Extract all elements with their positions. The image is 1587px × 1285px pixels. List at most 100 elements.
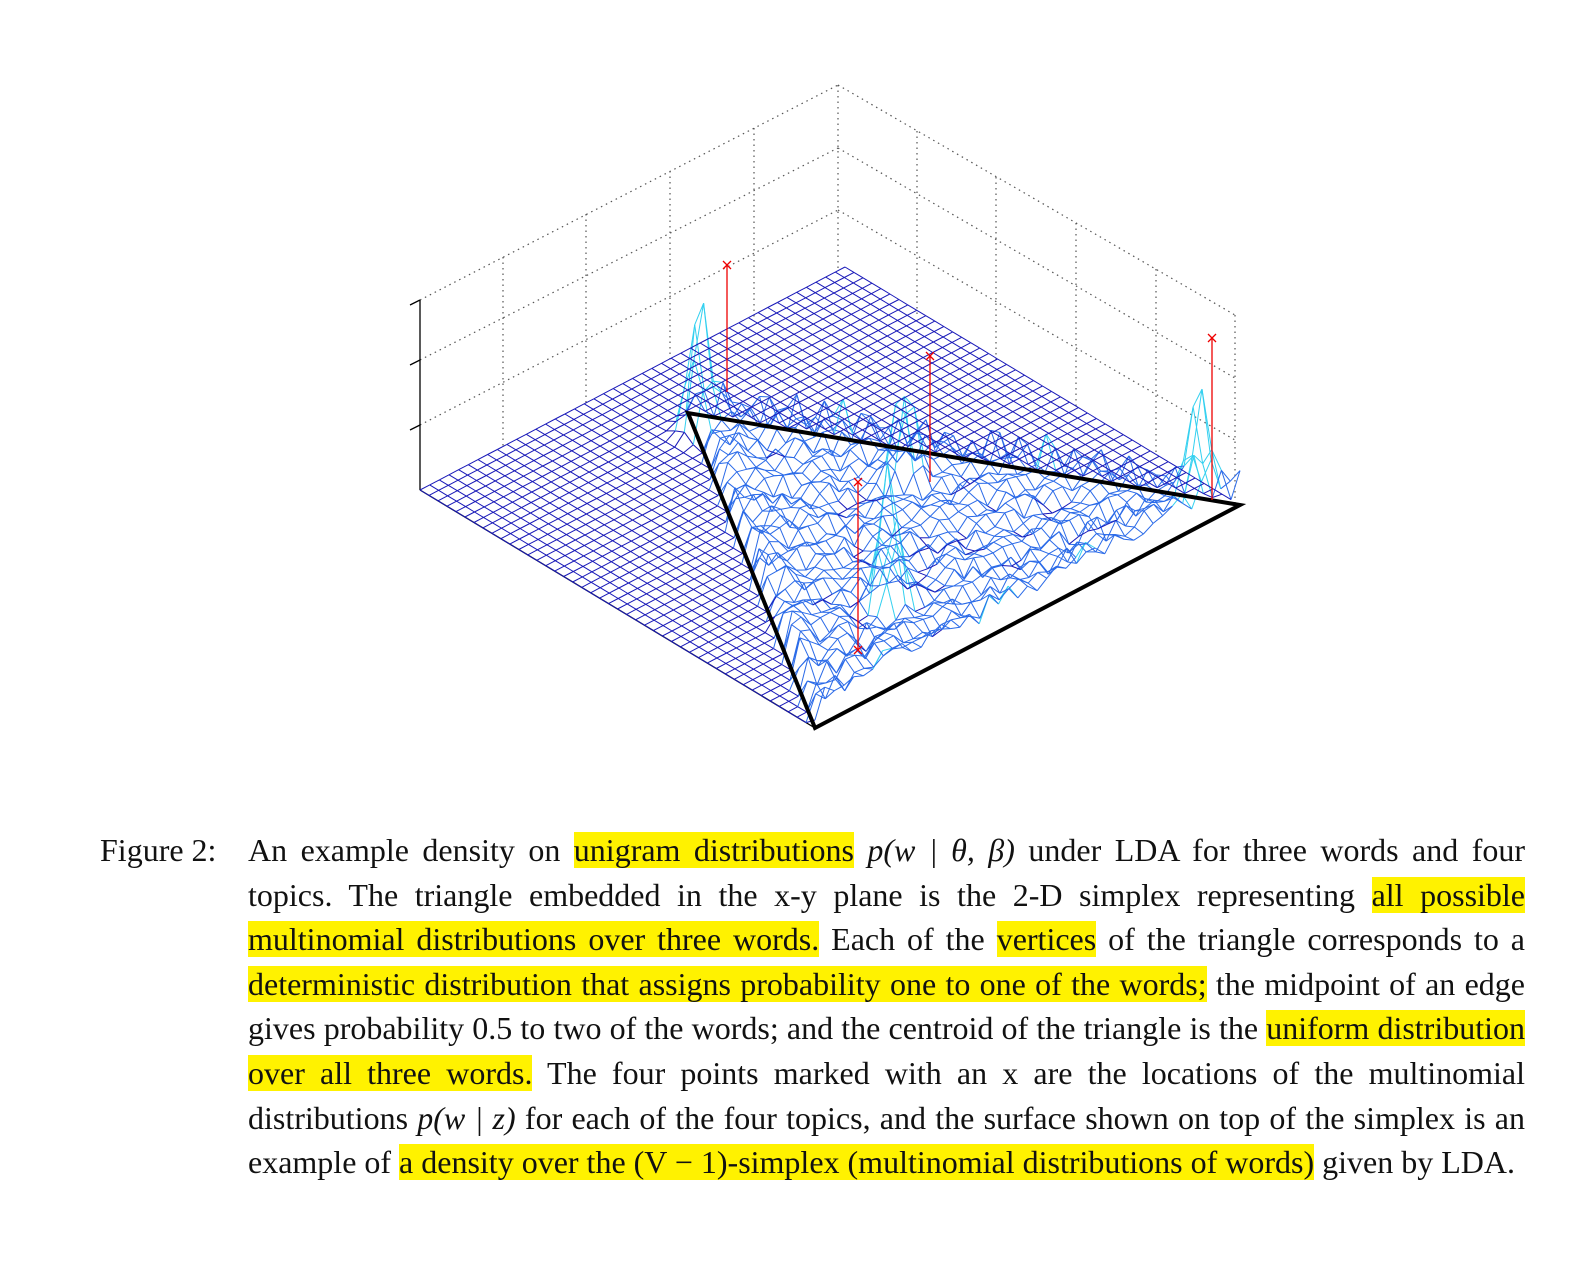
mesh-line xyxy=(612,388,623,395)
mesh-line xyxy=(856,366,867,373)
mesh-line xyxy=(662,620,673,627)
mesh-line xyxy=(601,561,612,568)
mesh-line xyxy=(888,419,899,447)
mesh-line xyxy=(634,488,644,495)
mesh-line xyxy=(789,526,800,529)
mesh-line xyxy=(756,626,766,634)
mesh-line xyxy=(942,606,952,612)
mesh-line xyxy=(637,572,649,579)
mesh-line xyxy=(994,529,1005,537)
mesh-line xyxy=(743,494,754,512)
mesh-line xyxy=(1068,407,1079,414)
mesh-line xyxy=(760,690,772,696)
mesh-line xyxy=(668,541,678,548)
mesh-line xyxy=(770,525,780,529)
mesh-line xyxy=(810,624,821,643)
mesh-line xyxy=(592,419,602,426)
mesh-line xyxy=(1158,461,1169,468)
mesh-line xyxy=(698,652,709,659)
mesh-line xyxy=(671,625,682,632)
mesh-line xyxy=(810,482,821,495)
mesh-line xyxy=(874,515,884,520)
mesh-line xyxy=(729,605,740,612)
mesh-line xyxy=(762,493,773,512)
mesh-line xyxy=(941,476,952,496)
mesh-line xyxy=(776,565,787,572)
mesh-line xyxy=(911,388,922,395)
mesh-line xyxy=(744,647,756,654)
mesh-line xyxy=(940,378,950,385)
mesh-line xyxy=(929,404,939,411)
mesh-line xyxy=(868,449,879,468)
mesh-line xyxy=(834,546,845,555)
mesh-line xyxy=(1107,497,1118,521)
mesh-line xyxy=(622,519,633,526)
caption-span: The four points marked with an x are the… xyxy=(248,1054,1526,1136)
mesh-line xyxy=(1083,459,1094,466)
mesh-line xyxy=(764,616,776,633)
mesh-line xyxy=(739,589,750,596)
mesh-line xyxy=(651,509,662,516)
mesh-line xyxy=(699,347,710,354)
mesh-line xyxy=(854,654,865,669)
mesh-line xyxy=(788,695,799,702)
mesh-line xyxy=(990,577,1001,581)
mesh-line xyxy=(883,635,894,642)
mesh-line xyxy=(1194,487,1204,495)
mesh-line xyxy=(802,339,813,346)
mesh-line xyxy=(1061,508,1071,514)
mesh-line xyxy=(589,461,600,468)
mesh-line xyxy=(1002,416,1013,423)
mesh-line xyxy=(745,359,755,366)
mesh-line xyxy=(846,387,856,394)
mesh-line xyxy=(503,496,513,503)
mesh-line xyxy=(861,293,872,300)
mesh-line xyxy=(945,553,956,559)
mesh-line xyxy=(667,405,678,412)
mesh-line xyxy=(692,452,703,459)
mesh-line xyxy=(762,663,773,670)
mesh-line xyxy=(727,636,738,643)
mesh-line xyxy=(1029,432,1040,439)
mesh-line xyxy=(871,419,882,426)
mesh-line xyxy=(1153,503,1164,517)
mesh-line xyxy=(741,403,752,418)
mesh-line xyxy=(820,608,831,613)
mesh-line xyxy=(808,513,819,519)
mesh-line xyxy=(735,483,747,490)
mesh-line xyxy=(735,369,746,376)
mesh-line xyxy=(824,297,834,304)
mesh-line xyxy=(986,509,997,512)
mesh-line xyxy=(671,641,681,648)
mesh-line xyxy=(550,476,562,483)
mesh-line xyxy=(818,503,829,508)
mesh-line xyxy=(952,585,964,605)
mesh-line xyxy=(1092,465,1103,472)
mesh-line xyxy=(958,504,969,513)
mesh-line xyxy=(680,352,691,360)
mesh-line xyxy=(964,431,975,438)
mesh-line xyxy=(738,600,749,607)
mesh-line xyxy=(757,312,768,319)
mesh-line xyxy=(905,335,916,343)
mesh-line xyxy=(747,327,757,335)
mesh-line xyxy=(798,525,809,529)
mesh-line xyxy=(644,467,655,474)
mesh-line xyxy=(980,594,990,601)
mesh-line xyxy=(474,511,484,518)
mesh-line xyxy=(621,399,632,405)
mesh-line xyxy=(618,582,629,589)
mesh-line xyxy=(795,302,806,309)
mesh-line xyxy=(784,437,796,458)
mesh-line xyxy=(855,377,867,384)
mesh-line xyxy=(724,673,735,680)
mesh-line xyxy=(1044,477,1054,482)
mesh-line xyxy=(811,350,822,356)
mesh-line xyxy=(947,399,958,406)
mesh-line xyxy=(936,425,947,432)
mesh-line xyxy=(640,393,651,401)
mesh-line xyxy=(825,675,836,684)
mesh-line xyxy=(1229,470,1241,482)
mesh-line xyxy=(706,379,717,386)
mesh-line xyxy=(821,449,832,457)
